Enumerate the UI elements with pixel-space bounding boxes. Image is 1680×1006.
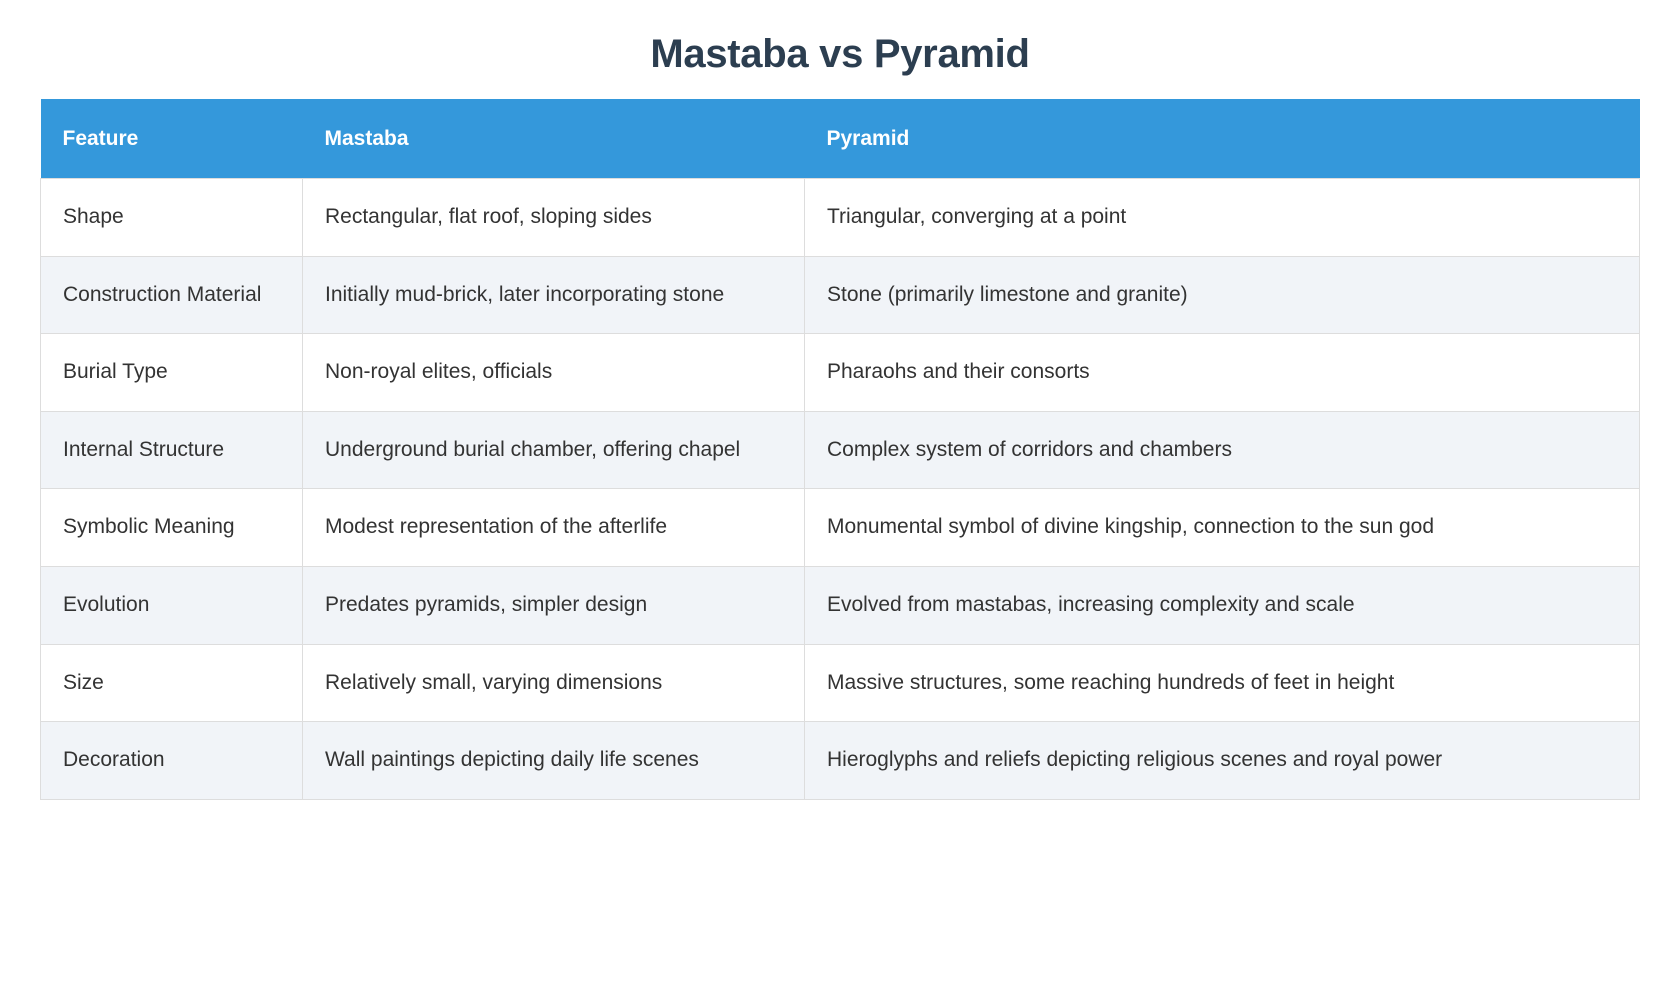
cell-mastaba: Wall paintings depicting daily life scen…: [302, 721, 805, 800]
cell-pyramid: Hieroglyphs and reliefs depicting religi…: [804, 721, 1640, 800]
cell-pyramid: Stone (primarily limestone and granite): [804, 255, 1640, 335]
column-header-pyramid: Pyramid: [804, 99, 1640, 179]
cell-mastaba: Non-royal elites, officials: [302, 333, 805, 412]
page-title: Mastaba vs Pyramid: [650, 32, 1030, 76]
table-row: Symbolic Meaning Modest representation o…: [40, 488, 1640, 568]
cell-feature: Shape: [40, 178, 303, 257]
cell-pyramid: Pharaohs and their consorts: [804, 333, 1640, 412]
table-body: Shape Rectangular, flat roof, sloping si…: [40, 178, 1640, 800]
cell-mastaba: Underground burial chamber, offering cha…: [302, 410, 805, 490]
cell-feature: Burial Type: [40, 333, 303, 412]
cell-mastaba: Initially mud-brick, later incorporating…: [302, 255, 805, 335]
cell-pyramid: Evolved from mastabas, increasing comple…: [804, 566, 1640, 645]
cell-pyramid: Massive structures, some reaching hundre…: [804, 643, 1640, 723]
comparison-table: Feature Mastaba Pyramid Shape Rectangula…: [40, 99, 1640, 800]
column-header-mastaba: Mastaba: [302, 99, 805, 179]
cell-feature: Construction Material: [40, 255, 303, 335]
cell-pyramid: Triangular, converging at a point: [804, 178, 1640, 257]
table-row: Burial Type Non-royal elites, officials …: [40, 333, 1640, 412]
cell-mastaba: Predates pyramids, simpler design: [302, 566, 805, 645]
cell-mastaba: Rectangular, flat roof, sloping sides: [302, 178, 805, 257]
table-row: Internal Structure Underground burial ch…: [40, 410, 1640, 490]
table-row: Evolution Predates pyramids, simpler des…: [40, 566, 1640, 645]
table-row: Decoration Wall paintings depicting dail…: [40, 721, 1640, 800]
cell-mastaba: Relatively small, varying dimensions: [302, 643, 805, 723]
cell-feature: Size: [40, 643, 303, 723]
cell-pyramid: Complex system of corridors and chambers: [804, 410, 1640, 490]
comparison-table-container: Feature Mastaba Pyramid Shape Rectangula…: [40, 99, 1640, 800]
cell-feature: Decoration: [40, 721, 303, 800]
table-header: Feature Mastaba Pyramid: [40, 99, 1640, 179]
cell-feature: Symbolic Meaning: [40, 488, 303, 568]
table-row: Construction Material Initially mud-bric…: [40, 255, 1640, 335]
cell-feature: Evolution: [40, 566, 303, 645]
table-row: Shape Rectangular, flat roof, sloping si…: [40, 178, 1640, 257]
table-header-row: Feature Mastaba Pyramid: [40, 99, 1640, 179]
column-header-feature: Feature: [40, 99, 303, 179]
cell-mastaba: Modest representation of the afterlife: [302, 488, 805, 568]
table-row: Size Relatively small, varying dimension…: [40, 643, 1640, 723]
cell-pyramid: Monumental symbol of divine kingship, co…: [804, 488, 1640, 568]
cell-feature: Internal Structure: [40, 410, 303, 490]
